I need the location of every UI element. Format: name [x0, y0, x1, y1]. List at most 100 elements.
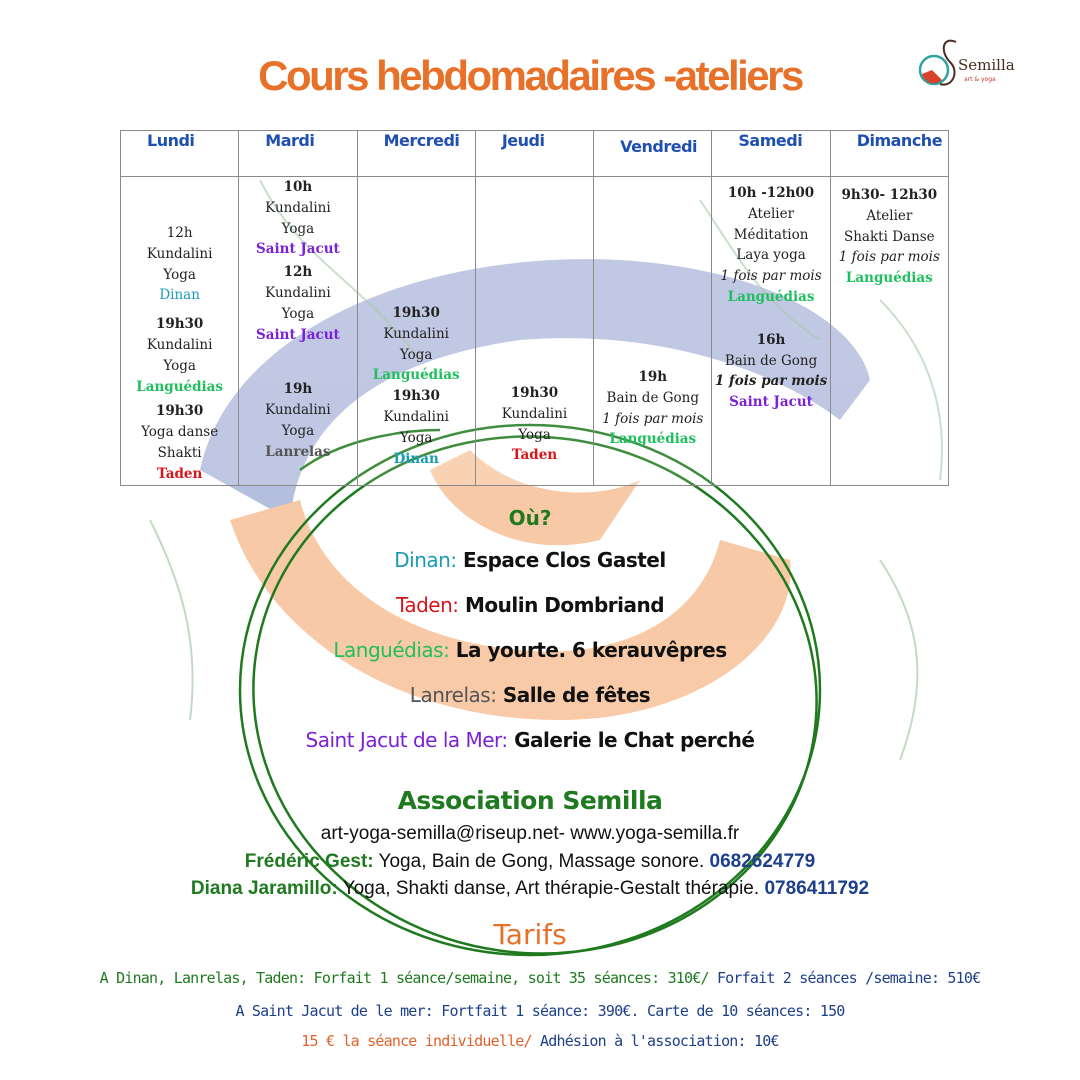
class-time: 19h30: [155, 316, 204, 333]
day-header-samedi: Samedi: [711, 130, 831, 177]
person-phone: 0682624779: [709, 851, 816, 872]
class-time: 10h -12h00: [727, 185, 815, 201]
place-venue: Salle de fêtes: [502, 683, 651, 707]
class-time: 19h30: [510, 385, 559, 401]
tarif-individuelle: 15 € la séance individuelle/: [301, 1032, 540, 1050]
class-time: 10h: [283, 179, 313, 195]
location-label: Saint Jacut: [729, 394, 813, 411]
person-desc: Yoga, Bain de Gong, Massage sonore.: [373, 851, 710, 872]
semilla-logo: Semilla art & yoga: [912, 34, 1015, 94]
class-entry: 10h Kundalini Yoga Saint Jacut: [239, 177, 356, 260]
place-line: Lanrelas: Salle de fêtes: [0, 683, 1060, 707]
location-label: Dinan: [393, 450, 439, 467]
class-text: 1 fois par mois: [602, 410, 704, 427]
class-text: Kundalini: [146, 336, 213, 353]
spiral-logo-icon: [918, 39, 957, 86]
day-cell-mardi: 10h Kundalini Yoga Saint Jacut 12h Kundalini Y…: [238, 176, 358, 486]
place-venue: La yourte. 6 kerauvêpres: [455, 638, 727, 662]
class-entry: 16h Bain de Gong 1 fois par mois Saint Jacu…: [712, 330, 829, 413]
place-venue: Espace Clos Gastel: [463, 548, 666, 572]
where-heading: Où?: [508, 506, 552, 530]
location-label: Dinan: [159, 287, 200, 304]
location-label: Taden: [511, 447, 558, 464]
place-town: Languédias:: [333, 638, 450, 662]
class-entry: 19h30 Kundalini Yoga Dinan: [358, 386, 475, 469]
day-header-jeudi: Jeudi: [474, 130, 595, 177]
place-line: Dinan: Espace Clos Gastel: [0, 548, 1060, 572]
class-entry: 19h Kundalini Yoga Lanrelas: [239, 379, 356, 462]
class-text: Kundalini: [383, 408, 449, 425]
class-text: Kundalini: [265, 402, 331, 419]
class-text: Atelier: [866, 207, 913, 224]
day-header-dimanche: Dimanche: [829, 130, 950, 177]
person-frederic: Frédéric Gest: Yoga, Bain de Gong, Massa…: [0, 851, 1060, 873]
location-label: Saint Jacut: [256, 326, 340, 343]
class-entry: 10h -12h00 Atelier Méditation Laya yoga 1 fo…: [712, 183, 829, 308]
class-time: 12h: [283, 264, 313, 281]
class-text: Atelier: [748, 205, 795, 222]
class-entry: 19h30 Yoga danse Shakti Taden: [121, 401, 238, 484]
day-cell-dimanche: 9h30- 12h30 Atelier Shakti Danse 1 fois par…: [829, 176, 950, 486]
class-text: Yoga: [281, 305, 315, 322]
logo-subtitle: art & yoga: [964, 76, 996, 83]
tarif-adhesion: Adhésion à l'association: 10€: [540, 1032, 780, 1050]
class-text: Méditation: [733, 226, 809, 243]
day-cell-jeudi: 19h30 Kundalini Yoga Taden: [474, 176, 595, 486]
class-text: Kundalini: [265, 199, 331, 216]
class-text: Yoga: [399, 429, 433, 446]
day-cell-lundi: 12h Kundalini Yoga Dinan 19h30 Kundalini Yoga L…: [119, 176, 240, 486]
place-venue: Galerie le Chat perché: [514, 728, 755, 752]
person-name: Diana Jaramillo:: [190, 878, 338, 899]
tarif-line-2: A Saint Jacut de le mer: Fortfait 1 séan…: [235, 1002, 845, 1020]
tarif-line-1: A Dinan, Lanrelas, Taden: Forfait 1 séan…: [0, 969, 1080, 987]
class-time: 19h: [283, 381, 313, 398]
class-text: Shakti: [157, 444, 202, 461]
place-line: Saint Jacut de la Mer: Galerie le Chat p…: [0, 728, 1060, 752]
location-label: Languédias: [136, 378, 224, 395]
class-entry: 19h30 Kundalini Yoga Languédias: [358, 303, 475, 386]
class-time: 19h30: [392, 388, 440, 405]
day-header-vendredi: Vendredi: [593, 130, 713, 177]
tarif-line-3: 15 € la séance individuelle/ Adhésion à …: [0, 1032, 1080, 1050]
day-cell-vendredi: 19h Bain de Gong 1 fois par mois Languédias: [593, 176, 713, 486]
association-title: Association Semilla: [397, 786, 663, 815]
class-text: 1 fois par mois: [838, 249, 940, 266]
class-text: Shakti Danse: [843, 228, 935, 245]
class-entry: 19h30 Kundalini Yoga Taden: [476, 383, 593, 466]
place-venue: Moulin Dombriand: [464, 593, 665, 617]
day-cell-mercredi: 19h30 Kundalini Yoga Languédias 19h30 Kundali…: [356, 176, 476, 486]
class-text: Kundalini: [146, 245, 213, 262]
place-town: Lanrelas:: [409, 683, 497, 707]
class-text: Yoga: [281, 422, 315, 439]
page-title: Cours hebdomadaires -ateliers: [258, 52, 804, 99]
person-desc: Yoga, Shakti danse, Art thérapie-Gestalt…: [337, 878, 765, 899]
class-text: Yoga: [163, 266, 196, 283]
place-line: Taden: Moulin Dombriand: [0, 593, 1060, 617]
class-time: 19h: [638, 369, 668, 385]
class-time: 16h: [756, 331, 786, 348]
day-header-mardi: Mardi: [238, 130, 358, 177]
class-text: Kundalini: [265, 284, 331, 301]
location-label: Languédias: [727, 288, 815, 305]
location-label: Languédias: [609, 431, 697, 448]
location-label: Lanrelas: [265, 443, 331, 460]
class-text: Laya yoga: [736, 247, 806, 264]
contact-line: art-yoga-semilla@riseup.net- www.yoga-se…: [320, 823, 740, 844]
tarif-dinan: A Dinan, Lanrelas, Taden: Forfait 1 séan…: [99, 969, 717, 987]
class-text: Yoga: [399, 346, 433, 363]
place-town: Dinan:: [394, 548, 457, 572]
class-text: 1 fois par mois: [714, 373, 828, 390]
class-time: 19h30: [392, 305, 440, 321]
class-text: Kundalini: [501, 405, 568, 422]
class-entry: 19h Bain de Gong 1 fois par mois Languédias: [594, 367, 711, 450]
class-entry: 12h Kundalini Yoga Saint Jacut: [239, 262, 356, 345]
place-town: Taden:: [395, 593, 459, 617]
class-text: Kundalini: [383, 325, 449, 342]
class-text: Yoga danse: [141, 424, 219, 441]
place-town: Saint Jacut de la Mer:: [305, 728, 509, 752]
class-text: Bain de Gong: [606, 389, 699, 406]
location-label: Taden: [156, 465, 203, 482]
class-text: Yoga: [281, 220, 315, 237]
location-label: Languédias: [372, 367, 460, 384]
person-phone: 0786411792: [764, 878, 870, 899]
